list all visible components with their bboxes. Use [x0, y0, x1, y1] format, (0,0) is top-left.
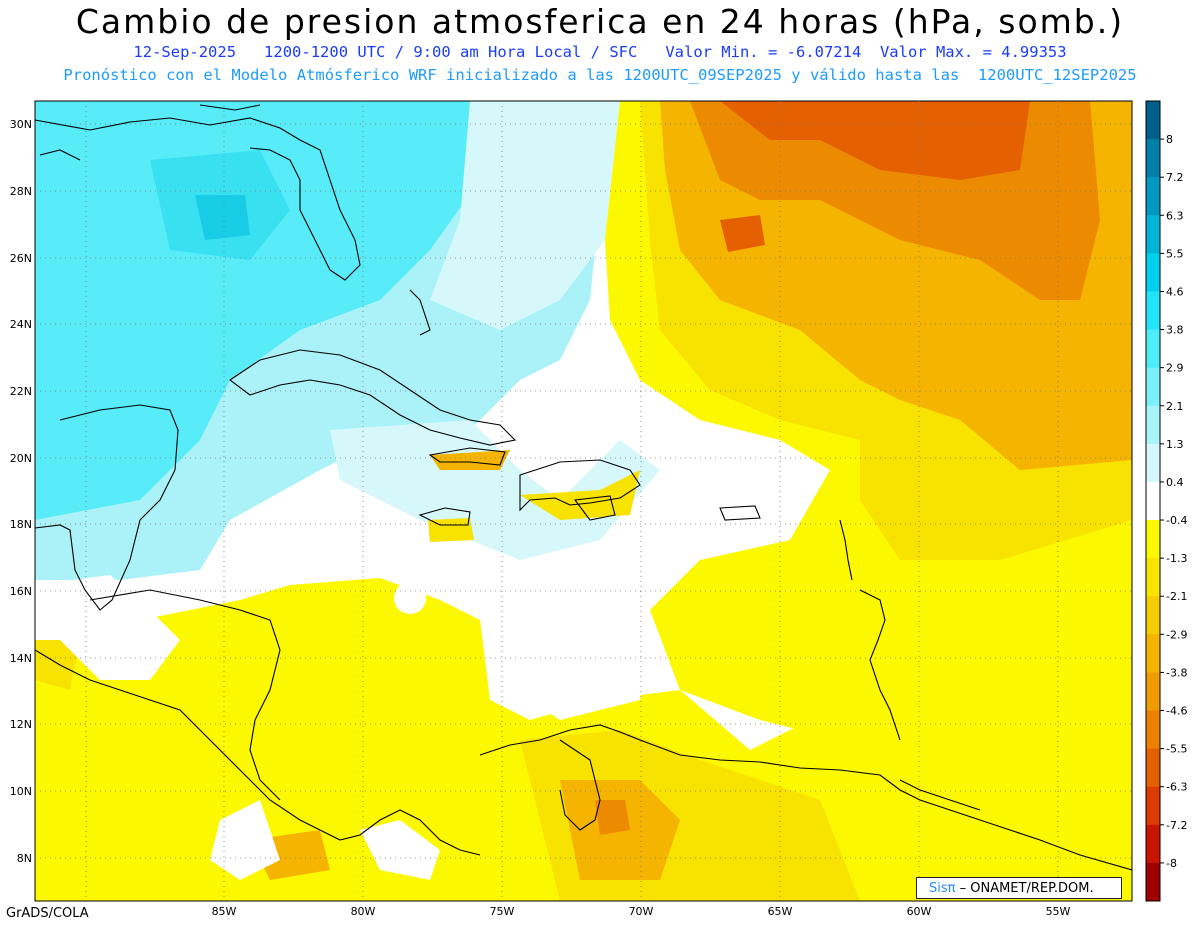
lat-label: 30N [10, 118, 32, 131]
lon-label: 80W [351, 905, 376, 918]
colorbar-swatch [1146, 481, 1160, 521]
colorbar-label: -5.5 [1166, 743, 1187, 756]
colorbar-swatch [1146, 558, 1160, 597]
colorbar-label: 2.9 [1166, 362, 1184, 375]
colorbar-label: -6.3 [1166, 781, 1187, 794]
colorbar-label: -1.3 [1166, 552, 1187, 565]
colorbar-swatch [1146, 520, 1160, 559]
lat-label: 26N [10, 252, 32, 265]
lon-label: 75W [490, 905, 515, 918]
graticule [35, 101, 1132, 901]
lon-label: 65W [768, 905, 793, 918]
colorbar-label: -7.2 [1166, 819, 1187, 832]
colorbar-swatch [1146, 443, 1160, 483]
colorbar-label: 6.3 [1166, 209, 1184, 222]
colorbar-label: -0.4 [1166, 514, 1187, 527]
colorbar-label: -8 [1166, 857, 1177, 870]
shaded-field [35, 101, 1132, 901]
colorbar-swatch [1146, 291, 1160, 331]
lat-label: 24N [10, 318, 32, 331]
colorbar-swatch [1146, 786, 1160, 826]
colorbar-swatch [1146, 710, 1160, 750]
colorbar-swatch [1146, 824, 1160, 864]
negative-change-south [35, 560, 1132, 901]
colorbar-label: -3.8 [1166, 666, 1187, 679]
colorbar-label: 8 [1166, 133, 1173, 146]
lon-label: 60W [907, 905, 932, 918]
colorbar-label: 3.8 [1166, 324, 1184, 337]
colorbar-swatch [1146, 367, 1160, 407]
colorbar-swatch [1146, 862, 1160, 902]
credit-text: – ONAMET/REP.DOM. [955, 881, 1094, 896]
lat-label: 22N [10, 385, 32, 398]
colorbar-label: 7.2 [1166, 171, 1184, 184]
lon-label: 85W [212, 905, 237, 918]
colorbar-frame [1145, 100, 1161, 902]
latitude-labels: 30N 28N 26N 24N 22N 20N 18N 16N 14N 12N … [10, 118, 32, 865]
sispi-logo: Sisπ [929, 881, 956, 896]
credit-box: Sisπ – ONAMET/REP.DOM. [916, 877, 1122, 899]
colorbar-swatch [1146, 215, 1160, 254]
lat-label: 18N [10, 518, 32, 531]
colorbar-label: -2.9 [1166, 628, 1187, 641]
colorbar-swatch [1146, 634, 1160, 673]
colorbar-swatch [1146, 405, 1160, 445]
lat-label: 12N [10, 718, 32, 731]
colorbar-label: 2.1 [1166, 400, 1184, 413]
colorbar-swatch [1146, 177, 1160, 216]
grads-footer: GrADS/COLA [6, 906, 89, 921]
map-title: Cambio de presion atmosferica en 24 hora… [75, 2, 1125, 41]
colorbar-label: 5.5 [1166, 247, 1184, 260]
lon-label: 55W [1046, 905, 1071, 918]
colorbar-swatch [1146, 139, 1160, 178]
colorbar-swatch [1146, 748, 1160, 788]
colorbar-label: 1.3 [1166, 438, 1184, 451]
lat-label: 10N [10, 785, 32, 798]
colorbar-swatch [1146, 101, 1160, 140]
lat-label: 20N [10, 452, 32, 465]
colorbar: 8 7.2 6.3 5.5 4.6 3.8 2.9 2.1 1.3 0.4 -0.4 -1.3 -2.1… [1145, 100, 1187, 902]
lat-label: 14N [10, 652, 32, 665]
map-subtitle-dates: 12-Sep-2025 1200-1200 UTC / 9:00 am Hora… [133, 43, 1067, 61]
colorbar-label: -2.1 [1166, 590, 1187, 603]
coastlines [35, 104, 1132, 871]
colorbar-label: -4.6 [1166, 705, 1187, 718]
map-subtitle-model: Pronóstico con el Modelo Atmósferico WRF… [63, 66, 1137, 84]
colorbar-label: 0.4 [1166, 476, 1184, 489]
colorbar-swatch [1146, 672, 1160, 712]
positive-change-core [35, 101, 480, 520]
lat-label: 16N [10, 585, 32, 598]
lon-label: 70W [629, 905, 654, 918]
colorbar-swatch [1146, 329, 1160, 369]
colorbar-swatch [1146, 253, 1160, 292]
longitude-labels: 85W 80W 75W 70W 65W 60W 55W [212, 905, 1071, 918]
colorbar-swatch [1146, 596, 1160, 635]
colorbar-label: 4.6 [1166, 285, 1184, 298]
lat-label: 8N [17, 852, 32, 865]
lat-label: 28N [10, 185, 32, 198]
